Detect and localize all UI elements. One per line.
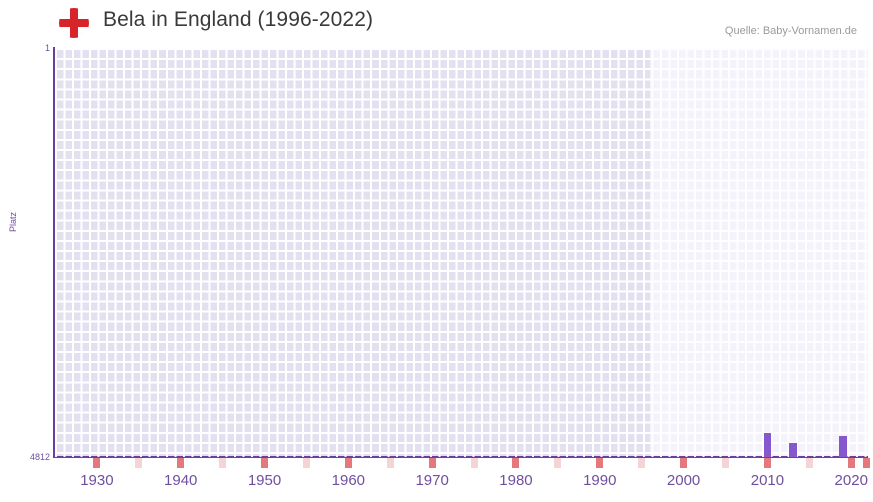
x-tick-label-1940: 1940 [164, 472, 198, 489]
x-tick-1950 [261, 458, 269, 468]
x-tick-1995 [638, 458, 646, 468]
y-tick-label-top: 1 [44, 43, 50, 53]
x-tick-label-2020: 2020 [834, 472, 868, 489]
x-tick-2005 [722, 458, 729, 468]
y-axis-line [53, 47, 55, 458]
x-tick-1935 [135, 458, 143, 468]
x-tick-1980 [512, 458, 520, 468]
x-tick-label-1980: 1980 [499, 472, 533, 489]
x-tick-label-1930: 1930 [80, 472, 114, 489]
x-axis-line [53, 456, 868, 458]
x-tick-label-2010: 2010 [750, 472, 785, 489]
x-tick-2000 [680, 458, 688, 468]
y-axis-title: Platz [8, 211, 18, 232]
x-tick-label-1960: 1960 [331, 472, 366, 489]
grid-overlay [55, 48, 868, 457]
flag-cross-vertical [70, 8, 78, 38]
x-tick-2010 [763, 458, 771, 468]
page-title: Bela in England (1996-2022) [103, 8, 374, 31]
x-tick-1975 [470, 458, 478, 468]
x-tick-1970 [428, 458, 436, 468]
england-flag-icon [59, 8, 89, 38]
x-tick-2015 [805, 458, 813, 468]
bar-2013[interactable] [789, 443, 797, 457]
x-tick-edge [863, 458, 870, 468]
y-tick-label-bottom: 4812 [29, 452, 50, 462]
x-tick-1930 [93, 458, 101, 468]
chart-header: Bela in England (1996-2022) Quelle: Baby… [0, 0, 873, 46]
x-tick-2020 [847, 458, 855, 468]
x-tick-label-1970: 1970 [415, 472, 449, 489]
x-tick-1985 [554, 458, 562, 468]
bar-2019[interactable] [839, 435, 847, 457]
x-tick-label-1950: 1950 [247, 472, 282, 489]
x-tick-1990 [596, 458, 604, 468]
source-label: Quelle: Baby-Vornamen.de [724, 25, 857, 37]
plot-area [55, 48, 868, 457]
x-tick-1945 [219, 458, 227, 468]
x-tick-1940 [177, 458, 185, 468]
x-tick-1955 [302, 458, 310, 468]
bar-2010[interactable] [763, 433, 772, 457]
x-tick-1965 [386, 458, 394, 468]
x-tick-1960 [344, 458, 352, 468]
x-tick-label-2000: 2000 [666, 472, 701, 489]
x-tick-label-1990: 1990 [583, 472, 617, 489]
